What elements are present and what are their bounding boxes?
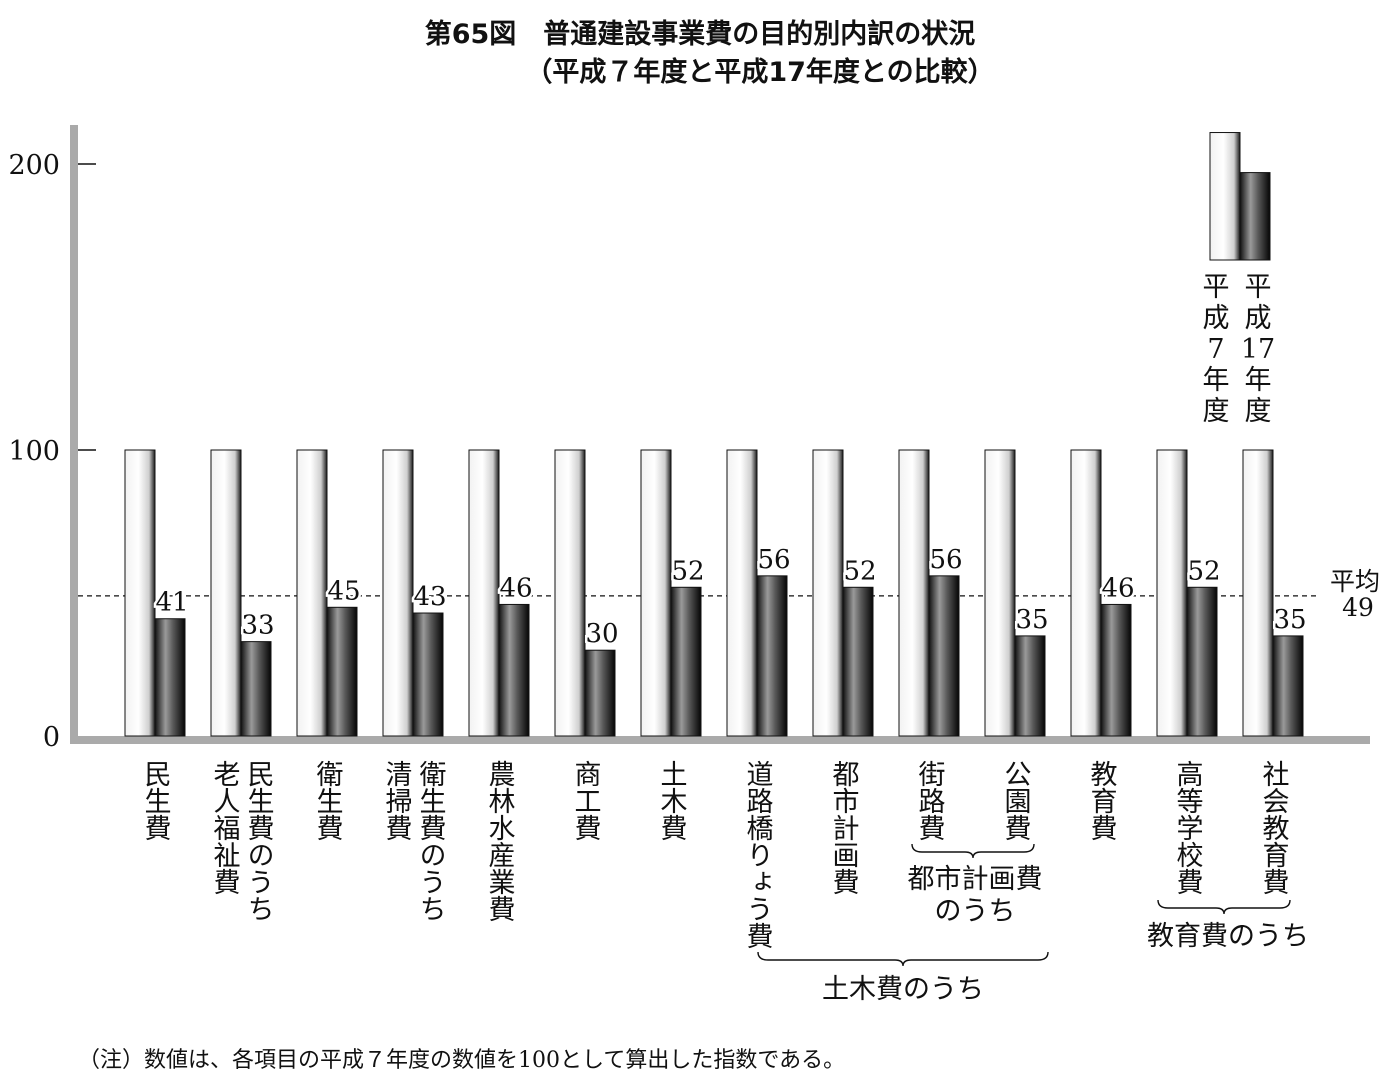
data-label: 56: [757, 545, 790, 575]
data-label: 46: [1101, 573, 1134, 603]
data-label: 45: [327, 576, 360, 606]
average-label: 平均: [1330, 567, 1380, 596]
group-label: 土木費のうち: [822, 974, 984, 1005]
bar-h7: [1070, 449, 1102, 737]
bar-h7: [468, 449, 500, 737]
y-tick-label: 200: [8, 150, 60, 181]
category-label: 老人福祉費: [209, 760, 241, 895]
footnote: （注）数値は、各項目の平成７年度の数値を100として算出した指数である。: [78, 1048, 846, 1073]
data-label: 52: [1187, 556, 1220, 586]
category-label: 教育費: [1086, 760, 1118, 841]
bar-h7: [726, 449, 758, 737]
data-label: 35: [1273, 605, 1306, 635]
category-label: 街路費: [914, 760, 946, 841]
bar-h17: [1100, 603, 1132, 737]
bar-h7: [812, 449, 844, 737]
chart-subtitle: （平成７年度と平成17年度との比較）: [525, 57, 995, 88]
data-label: 56: [929, 545, 962, 575]
data-label: 33: [241, 611, 274, 641]
bar-h7: [382, 449, 414, 737]
category-label: 民生費: [140, 760, 171, 841]
legend-label: 成: [1245, 303, 1272, 334]
bar-h7: [1156, 449, 1188, 737]
legend-swatch: [1209, 132, 1241, 261]
category-label: 都市計画費: [828, 760, 860, 895]
data-label: 30: [585, 619, 618, 649]
legend-label: 年: [1245, 365, 1272, 396]
bar-h7: [124, 449, 156, 737]
bar-h17: [240, 641, 272, 737]
bar-h7: [554, 449, 586, 737]
data-label: 43: [413, 582, 446, 612]
bar-h7: [1242, 449, 1274, 737]
legend-label: 成: [1203, 303, 1230, 334]
y-tick-label: 0: [43, 722, 60, 753]
group-label: 都市計画費: [908, 864, 1043, 895]
category-label: 公園費: [1000, 760, 1031, 841]
category-label: 民生費のうち: [243, 760, 274, 922]
bar-h7: [640, 449, 672, 737]
data-label: 52: [671, 556, 704, 586]
data-label: 46: [499, 573, 532, 603]
legend-label: 年: [1203, 365, 1230, 396]
bracket-doboku: [757, 951, 1049, 967]
legend-swatch: [1239, 172, 1271, 261]
category-label: 農林水産業費: [484, 760, 516, 922]
bracket-kyoiku: [1157, 899, 1291, 915]
bar-h17: [928, 575, 960, 737]
legend-label: 平: [1245, 272, 1272, 303]
bar-h17: [756, 575, 788, 737]
bar-h7: [984, 449, 1016, 737]
bar-h17: [412, 612, 444, 737]
category-label: 商工費: [570, 760, 601, 841]
data-label: 41: [155, 588, 188, 618]
category-label: 高等学校費: [1172, 760, 1204, 895]
legend-label: 度: [1203, 396, 1230, 427]
bar-h17: [1272, 635, 1304, 737]
group-label: 教育費のうち: [1147, 921, 1309, 952]
bar-h7: [210, 449, 242, 737]
group-label: のうち: [935, 896, 1016, 927]
data-label: 35: [1015, 605, 1048, 635]
legend-label: 17: [1241, 334, 1275, 365]
category-label: 道路橋りょう費: [742, 760, 774, 949]
bar-h17: [498, 603, 530, 737]
bar-h17: [326, 606, 358, 737]
bar-h17: [154, 618, 186, 737]
category-label: 社会教育費: [1258, 760, 1290, 895]
legend-label: 度: [1245, 396, 1272, 427]
category-label: 衛生費: [312, 760, 344, 841]
legend-label: 7: [1207, 334, 1224, 365]
bar-h17: [670, 586, 702, 737]
category-label: 衛生費のうち: [415, 760, 447, 922]
data-label: 52: [843, 556, 876, 586]
bar-h7: [898, 449, 930, 737]
x-axis: [70, 736, 1370, 744]
average-value-label: 49: [1342, 593, 1374, 622]
bar-h7: [296, 449, 328, 737]
bar-h17: [1186, 586, 1218, 737]
y-axis: [70, 125, 78, 744]
bar-h17: [1014, 635, 1046, 737]
category-label: 土木費: [656, 760, 688, 841]
chart-title: 第65図 普通建設事業費の目的別内訳の状況: [424, 19, 976, 50]
bar-h17: [584, 649, 616, 737]
bar-h17: [842, 586, 874, 737]
bracket-toshi: [911, 843, 1035, 859]
legend-label: 平: [1203, 272, 1230, 303]
y-tick-label: 100: [8, 436, 60, 467]
category-label: 清掃費: [381, 760, 413, 841]
